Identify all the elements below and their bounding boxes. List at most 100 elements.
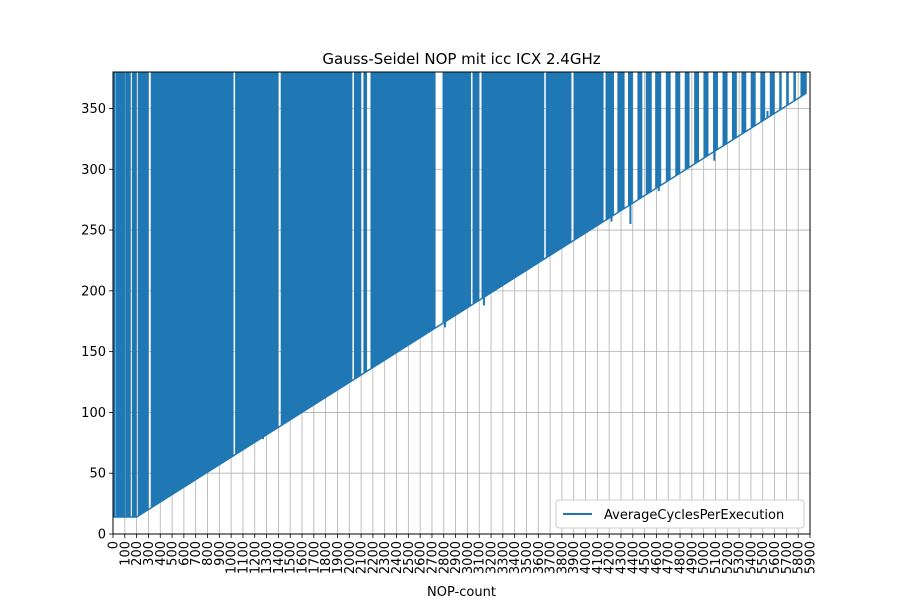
x-tick-label: 4600: [650, 541, 665, 574]
x-tick-label: 1600: [296, 541, 311, 574]
x-tick-label: 3900: [567, 541, 582, 574]
x-tick-label: 2500: [402, 541, 417, 574]
x-tick-label: 5300: [733, 541, 748, 574]
series-spike-band: [637, 71, 643, 201]
series-spike-band: [115, 71, 125, 518]
series-spike-band: [545, 71, 572, 259]
series-spike-band: [280, 71, 353, 427]
x-tick-label: 800: [201, 541, 216, 566]
y-axis: 0 50 100 150 200 250 300 350: [81, 102, 113, 543]
x-tick-label: 4100: [591, 541, 606, 574]
x-tick-label: 4300: [614, 541, 629, 574]
x-tick-label: 2700: [425, 541, 440, 574]
x-tick-label: 3700: [544, 541, 559, 574]
x-tick-label: 3000: [461, 541, 476, 574]
y-tick-label: 200: [81, 284, 106, 299]
x-tick-label: 1500: [284, 541, 299, 574]
chart-title: Gauss-Seidel NOP mit icc ICX 2.4GHz: [322, 50, 600, 68]
y-tick-label: 350: [81, 102, 106, 117]
series-spike-band: [235, 71, 279, 456]
x-tick-label: 4700: [662, 541, 677, 574]
x-tick-label: 5900: [804, 541, 819, 574]
x-tick-label: 4900: [685, 541, 700, 574]
series-spike-band: [605, 71, 614, 221]
x-tick-label: 5500: [756, 541, 771, 574]
x-tick-label: 600: [177, 541, 192, 566]
series-spike-band: [703, 71, 709, 159]
x-tick-label: 4000: [579, 541, 594, 574]
series-spike-band: [472, 71, 480, 305]
y-tick-label: 50: [89, 467, 106, 482]
x-tick-label: 1000: [225, 541, 240, 574]
x-tick-label: 3400: [508, 541, 523, 574]
x-tick-label: 4400: [626, 541, 641, 574]
x-tick-label: 5000: [697, 541, 712, 574]
x-tick-label: 2800: [437, 541, 452, 574]
series-spike-band: [750, 71, 756, 129]
x-tick-label: 5400: [744, 541, 759, 574]
x-tick-label: 900: [213, 541, 228, 566]
x-tick-label: 100: [118, 541, 133, 566]
x-tick-label: 1900: [331, 541, 346, 574]
series-spike-band: [131, 71, 137, 518]
series-spike-band: [793, 71, 796, 102]
x-axis: 0100200300400500600700800900100011001200…: [107, 534, 819, 574]
x-tick-label: 4200: [603, 541, 618, 574]
x-tick-label: 3600: [532, 541, 547, 574]
series-spike-band: [628, 71, 633, 207]
x-tick-label: 1700: [307, 541, 322, 574]
x-tick-label: 3500: [520, 541, 535, 574]
series-spike-band: [800, 71, 807, 98]
x-tick-label: 2300: [378, 541, 393, 574]
plot-frame: [112, 71, 811, 535]
x-tick-label: 3100: [473, 541, 488, 574]
x-tick-label: 2400: [390, 541, 405, 574]
x-tick-label: 1800: [319, 541, 334, 574]
y-tick-label: 150: [81, 345, 106, 360]
x-tick-label: 2100: [355, 541, 370, 574]
series-spike-band: [150, 71, 234, 509]
x-tick-label: 5800: [792, 541, 807, 574]
x-tick-label: 3800: [555, 541, 570, 574]
series-spike-band: [684, 71, 690, 171]
x-tick-label: 2900: [449, 541, 464, 574]
x-tick-label: 2200: [366, 541, 381, 574]
x-tick-label: 3300: [496, 541, 511, 574]
x-tick-label: 5100: [709, 541, 724, 574]
series-spike-band: [363, 71, 368, 374]
x-tick-label: 3200: [485, 541, 500, 574]
x-axis-title: NOP-count: [427, 585, 496, 600]
series-spike-band: [645, 71, 652, 196]
x-tick-label: 5700: [780, 541, 795, 574]
x-tick-label: 1400: [272, 541, 287, 574]
series-spike-band: [760, 71, 766, 123]
series-average-cycles: [112, 71, 807, 518]
series-spike-band: [786, 71, 789, 107]
x-tick-label: 400: [154, 541, 169, 566]
x-tick-label: 2600: [414, 541, 429, 574]
x-tick-label: 4800: [674, 541, 689, 574]
x-tick-label: 5600: [768, 541, 783, 574]
series-spike-band: [442, 71, 472, 324]
series-spike-band: [713, 71, 718, 153]
series-spike-band: [731, 71, 737, 141]
x-tick-label: 1100: [236, 541, 251, 574]
x-tick-label: 1200: [248, 541, 263, 574]
series-spike-band: [125, 71, 131, 518]
series-spike-band: [370, 71, 436, 370]
y-tick-label: 100: [81, 406, 106, 421]
series-spike-band: [617, 71, 625, 214]
x-tick-label: 700: [189, 541, 204, 566]
series-spike-band: [655, 71, 662, 190]
x-tick-label: 5200: [721, 541, 736, 574]
x-tick-label: 1300: [260, 541, 275, 574]
x-tick-label: 500: [166, 541, 181, 566]
series-spike-band: [353, 71, 362, 380]
legend: AverageCyclesPerExecution: [555, 499, 805, 529]
series-spike-band: [137, 71, 149, 517]
x-tick-label: 300: [142, 541, 157, 566]
y-tick-label: 0: [98, 528, 106, 543]
series-spike-band: [675, 71, 681, 177]
y-tick-label: 250: [81, 224, 106, 239]
